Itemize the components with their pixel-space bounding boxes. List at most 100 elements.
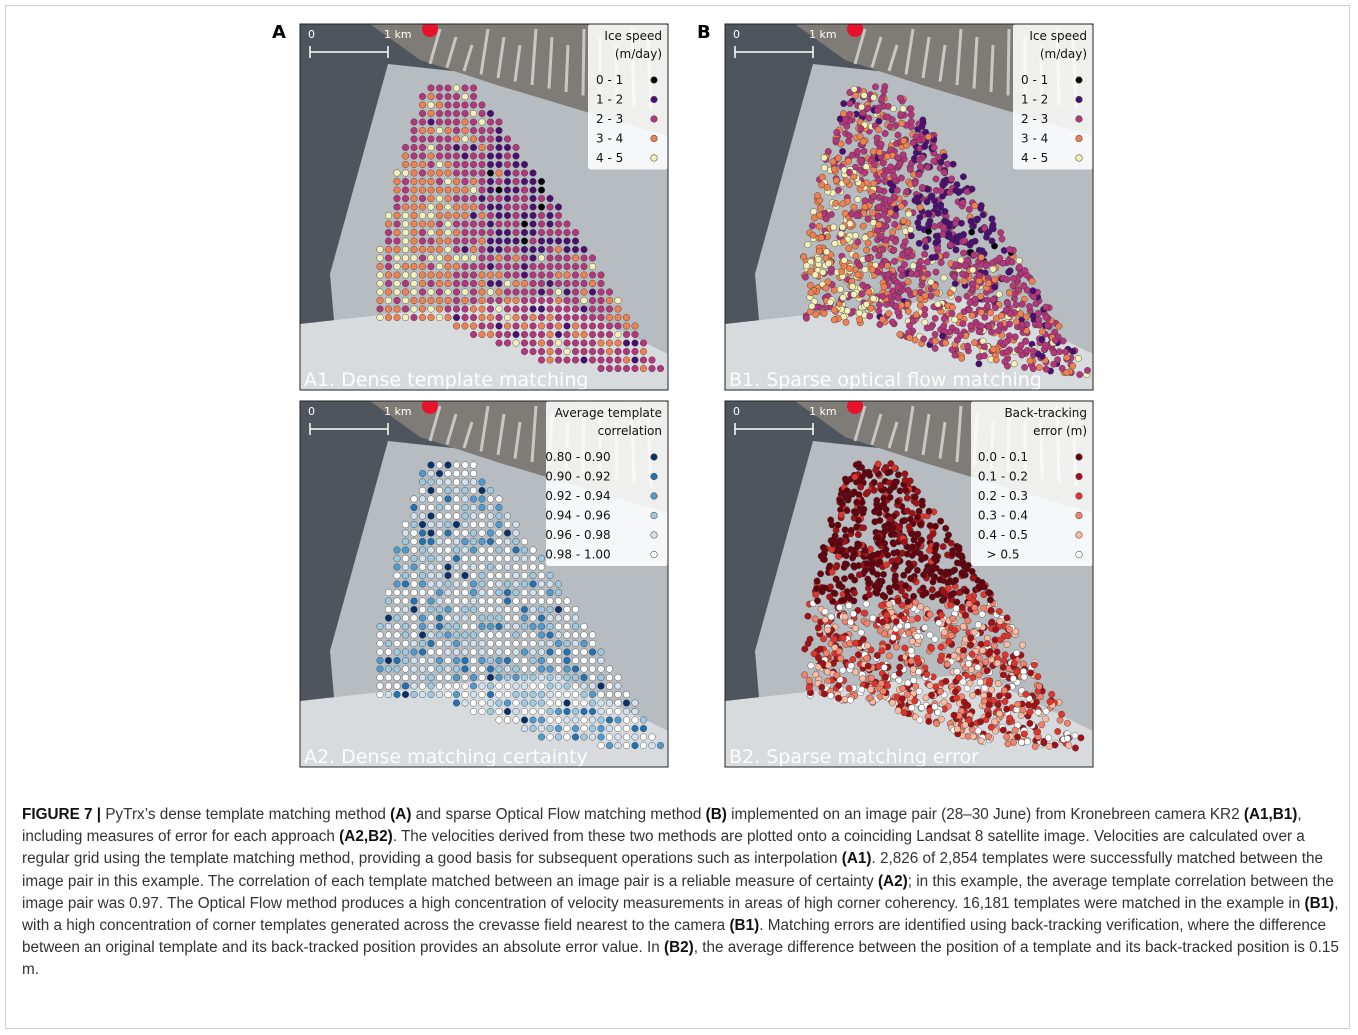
map-dot: [428, 255, 435, 262]
map-dot: [1084, 367, 1090, 373]
map-dot: [934, 290, 940, 296]
panel-letter: B: [697, 22, 711, 43]
map-dot: [538, 717, 545, 724]
map-dot: [479, 212, 486, 219]
map-dot: [402, 623, 409, 630]
map-dot: [513, 564, 520, 571]
map-dot: [1024, 739, 1030, 745]
map-dot: [854, 524, 860, 530]
map-dot: [453, 187, 460, 194]
map-dot: [513, 246, 520, 253]
legend-label: 2 - 3: [596, 112, 623, 126]
map-dot: [892, 221, 898, 227]
map-dot: [394, 306, 401, 313]
map-dot: [572, 649, 579, 656]
map-dot: [842, 116, 848, 122]
map-dot: [572, 717, 579, 724]
figure: AB01 kmIce speed(m/day)0 - 11 - 22 - 33 …: [0, 0, 1358, 790]
map-dot: [915, 531, 921, 537]
map-dot: [385, 657, 392, 664]
map-dot: [394, 229, 401, 236]
caption-bold: (A2,B2): [339, 828, 393, 845]
map-dot: [825, 627, 831, 633]
map-dot: [538, 615, 545, 622]
map-dot: [555, 589, 562, 596]
map-dot: [849, 283, 855, 289]
map-dot: [487, 255, 494, 262]
map-dot: [861, 506, 867, 512]
legend-label: 2 - 3: [1021, 112, 1048, 126]
map-dot: [445, 640, 452, 647]
map-dot: [589, 331, 596, 338]
map-dot: [969, 312, 975, 318]
map-dot: [453, 221, 460, 228]
map-dot: [428, 204, 435, 211]
map-dot: [496, 623, 503, 630]
map-dot: [547, 195, 554, 202]
map-dot: [453, 170, 460, 177]
map-dot: [589, 297, 596, 304]
map-dot: [858, 157, 864, 163]
map-dot: [606, 742, 613, 749]
map-dot: [402, 187, 409, 194]
map-dot: [942, 340, 948, 346]
map-dot: [899, 120, 905, 126]
map-dot: [462, 221, 469, 228]
map-dot: [640, 365, 647, 372]
map-dot: [462, 547, 469, 554]
map-dot: [385, 238, 392, 245]
map-dot: [445, 462, 452, 469]
map-dot: [538, 229, 545, 236]
map-dot: [572, 666, 579, 673]
map-dot: [971, 339, 977, 345]
map-dot: [504, 513, 511, 520]
map-dot: [564, 280, 571, 287]
map-dot: [402, 572, 409, 579]
map-dot: [470, 708, 477, 715]
map-dot: [968, 635, 974, 641]
map-dot: [462, 615, 469, 622]
map-dot: [814, 192, 820, 198]
map-dot: [487, 221, 494, 228]
map-dot: [822, 585, 828, 591]
map-dot: [419, 289, 426, 296]
map-dot: [581, 734, 588, 741]
map-dot: [833, 200, 839, 206]
map-dot: [606, 306, 613, 313]
map-dot: [462, 127, 469, 134]
map-dot: [598, 649, 605, 656]
map-dot: [521, 547, 528, 554]
map-dot: [914, 488, 920, 494]
map-dot: [922, 625, 928, 631]
map-dot: [479, 136, 486, 143]
map-dot: [907, 166, 913, 172]
map-dot: [953, 247, 959, 253]
map-dot: [385, 255, 392, 262]
map-dot: [385, 280, 392, 287]
map-dot: [825, 148, 831, 154]
legend-label: 0.90 - 0.92: [545, 470, 610, 484]
map-dot: [411, 530, 418, 537]
map-dot: [555, 221, 562, 228]
map-dot: [411, 161, 418, 168]
map-dot: [453, 178, 460, 185]
map-dot: [428, 649, 435, 656]
map-dot: [496, 161, 503, 168]
map-dot: [411, 640, 418, 647]
map-dot: [521, 555, 528, 562]
map-dot: [402, 306, 409, 313]
map-dot: [871, 193, 877, 199]
map-dot: [863, 247, 869, 253]
map-dot: [530, 649, 537, 656]
map-dot: [879, 619, 885, 625]
map-dot: [479, 700, 486, 707]
map-dot: [496, 178, 503, 185]
map-dot: [428, 530, 435, 537]
map-dot: [538, 238, 545, 245]
map-dot: [1021, 674, 1027, 680]
map-dot: [479, 195, 486, 202]
map-dot: [436, 195, 443, 202]
map-dot: [402, 538, 409, 545]
map-dot: [530, 615, 537, 622]
map-dot: [462, 238, 469, 245]
